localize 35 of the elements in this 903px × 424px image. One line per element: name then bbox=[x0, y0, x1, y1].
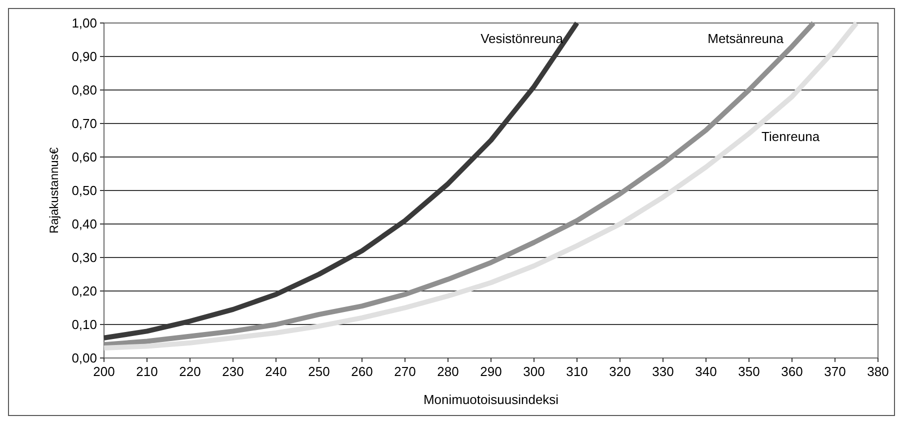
y-tick-label: 0,30 bbox=[72, 250, 97, 266]
series-label: Metsänreuna bbox=[708, 31, 784, 46]
x-tick-label: 200 bbox=[93, 364, 115, 379]
x-tick-label: 220 bbox=[179, 364, 201, 379]
x-tick-label: 300 bbox=[523, 364, 545, 379]
x-tick-label: 370 bbox=[824, 364, 846, 379]
x-tick-label: 310 bbox=[566, 364, 588, 379]
x-axis-title: Monimuotoisuusindeksi bbox=[423, 392, 559, 407]
y-tick-label: 0,60 bbox=[72, 150, 97, 165]
y-tick-label: 0,50 bbox=[72, 183, 97, 198]
x-tick-label: 250 bbox=[308, 364, 330, 379]
y-tick-label: 0,70 bbox=[72, 116, 97, 132]
x-tick-label: 270 bbox=[394, 364, 416, 379]
y-tick-label: 1,00 bbox=[72, 16, 97, 31]
y-axis-title: Rajakustannus€ bbox=[47, 147, 61, 234]
x-tick-label: 330 bbox=[652, 364, 674, 379]
y-tick-label: 0,00 bbox=[72, 350, 97, 366]
x-tick-label: 380 bbox=[867, 364, 889, 379]
x-tick-label: 360 bbox=[781, 364, 803, 379]
y-tick-label: 0,40 bbox=[72, 216, 97, 232]
x-tick-label: 280 bbox=[437, 364, 459, 379]
y-tick-label: 0,90 bbox=[72, 49, 97, 64]
x-tick-label: 290 bbox=[480, 364, 502, 379]
x-tick-label: 350 bbox=[738, 364, 760, 379]
x-tick-label: 240 bbox=[265, 364, 287, 379]
y-tick-label: 0,20 bbox=[72, 284, 97, 299]
y-tick-label: 0,80 bbox=[72, 82, 97, 98]
series-label: Vesistönreuna bbox=[480, 31, 564, 46]
series-label: Tienreuna bbox=[762, 129, 820, 144]
x-tick-label: 260 bbox=[351, 364, 373, 379]
x-tick-label: 230 bbox=[222, 364, 244, 379]
y-tick-label: 0,10 bbox=[72, 317, 97, 332]
x-tick-label: 210 bbox=[136, 364, 158, 379]
x-tick-label: 320 bbox=[609, 364, 631, 379]
x-tick-label: 340 bbox=[695, 364, 717, 379]
